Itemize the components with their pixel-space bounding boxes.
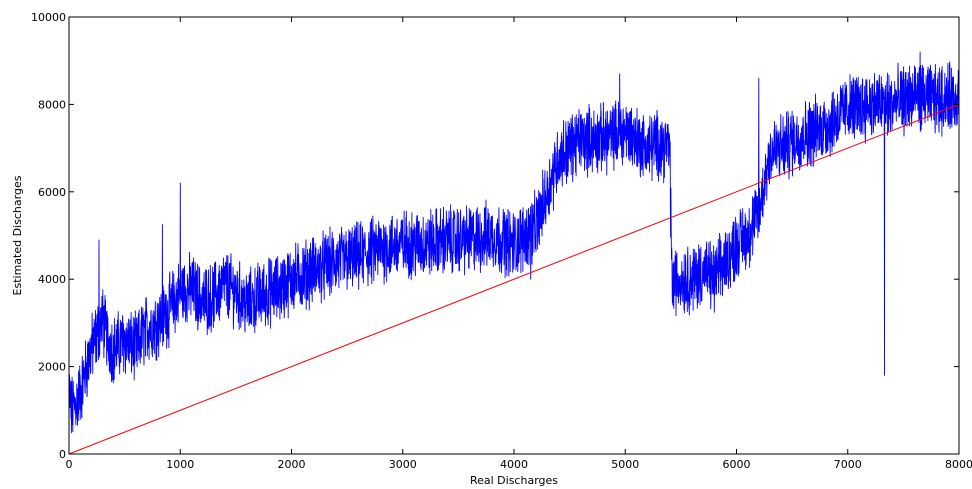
x-tick-label: 3000 xyxy=(389,458,417,471)
series-line-0 xyxy=(68,51,960,434)
y-axis-label: Estimated Discharges xyxy=(11,175,24,295)
x-axis-label: Real Discharges xyxy=(470,474,558,487)
y-tick-label: 8000 xyxy=(38,98,66,111)
x-tick-label: 7000 xyxy=(834,458,862,471)
series-line-1 xyxy=(68,103,960,455)
x-tick-label: 6000 xyxy=(723,458,751,471)
x-tick-label: 8000 xyxy=(945,458,972,471)
x-tick-label: 5000 xyxy=(611,458,639,471)
tick-layer: 0 1000 2000 3000 4000 5000 6000 7000 8000 0 2000 40… xyxy=(31,11,972,471)
y-tick-label: 4000 xyxy=(38,273,66,286)
plot-frame xyxy=(68,16,960,455)
x-tick-label: 0 xyxy=(66,458,73,471)
series-layer xyxy=(68,51,960,455)
x-tick-label: 2000 xyxy=(278,458,306,471)
y-tick-label: 10000 xyxy=(31,11,66,24)
y-tick-label: 6000 xyxy=(38,186,66,199)
y-tick-label: 2000 xyxy=(38,361,66,374)
x-tick-label: 4000 xyxy=(500,458,528,471)
y-tick-label: 0 xyxy=(59,448,66,461)
x-tick-label: 1000 xyxy=(166,458,194,471)
